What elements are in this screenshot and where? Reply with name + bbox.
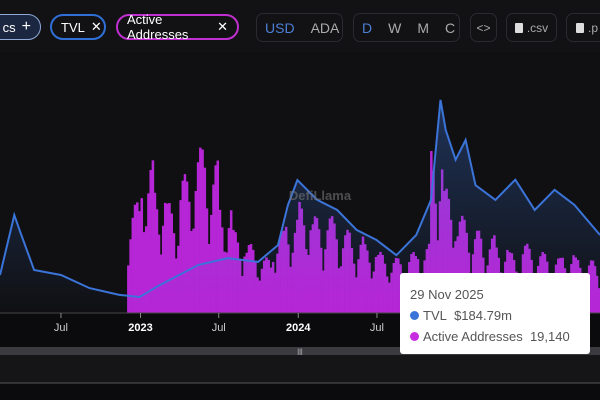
active-addresses-bar [131, 217, 135, 313]
row-value: $184.79m [454, 308, 512, 323]
active-addresses-bar [157, 234, 161, 313]
row-value: 19,140 [529, 329, 570, 344]
active-addresses-bar [172, 233, 176, 313]
tooltip-date: 29 Nov 2025 [410, 287, 484, 302]
file-icon [514, 22, 523, 33]
active-addresses-bar [149, 170, 152, 313]
active-addresses-bar [144, 226, 148, 313]
x-tick-label: 2023 [128, 322, 152, 334]
active-addresses-bar [136, 202, 139, 313]
file-icon [576, 22, 584, 33]
embed-button[interactable]: <> [470, 13, 497, 42]
tooltip: 29 Nov 2025 TVL $184.79m Active Addresse… [400, 273, 590, 354]
active-addresses-bar [168, 203, 171, 313]
add-metric-button[interactable]: cs + [0, 14, 41, 40]
currency-usd[interactable]: USD [265, 19, 295, 36]
download-csv-button[interactable]: .csv [506, 13, 557, 42]
active-addresses-bar [179, 200, 182, 313]
active-addresses-bar [181, 180, 185, 313]
pill-label: Active Addresses [127, 12, 189, 42]
period-m[interactable]: M [417, 19, 430, 36]
metric-pill-active-addresses[interactable]: Active Addresses ✕ [116, 12, 239, 42]
tvl-area [0, 99, 600, 314]
close-icon[interactable]: ✕ [90, 19, 102, 34]
active-addresses-bar [205, 208, 209, 313]
active-addresses-bar [216, 160, 220, 313]
x-tick-label: Jul [212, 322, 226, 334]
active-addresses-bar [127, 265, 130, 313]
x-tick-label: 2024 [286, 322, 311, 334]
toolbar: cs + TVL ✕ Active Addresses ✕ USD ADA D … [0, 0, 600, 52]
active-addresses-bar [212, 184, 215, 313]
period-c[interactable]: C [445, 19, 456, 36]
watermark: DefiLlama [289, 188, 352, 203]
active-addresses-bar [142, 232, 146, 313]
addresses-dot-icon [410, 332, 419, 341]
active-addresses-bar [163, 202, 167, 313]
currency-toggle: USD ADA [256, 13, 343, 42]
active-addresses-bar [147, 193, 150, 313]
slider-handle-icon[interactable]: ||| [297, 349, 303, 356]
tvl-dot-icon [410, 311, 419, 320]
active-addresses-bar [161, 225, 165, 313]
metrics-label: cs [2, 19, 16, 35]
active-addresses-bar [140, 198, 144, 313]
active-addresses-bar [155, 209, 159, 313]
x-tick-label: Jul [370, 322, 384, 334]
active-addresses-bar [183, 174, 187, 313]
chart[interactable]: Jul 2023 Jul 2024 Jul DefiLlama ||| [0, 52, 600, 400]
active-addresses-bar [199, 147, 202, 313]
range-slider[interactable] [0, 347, 600, 355]
csv-label: .csv [526, 20, 549, 35]
code-icon: <> [476, 20, 491, 35]
plus-icon: + [21, 18, 31, 35]
period-w[interactable]: W [388, 19, 402, 36]
active-addresses-bar [203, 167, 207, 313]
active-addresses-bar [153, 192, 157, 313]
period-toggle: D W M C [353, 13, 460, 42]
active-addresses-bar [129, 239, 132, 313]
currency-ada[interactable]: ADA [310, 19, 340, 36]
active-addresses-bar [138, 211, 141, 313]
tvl-line [0, 99, 600, 299]
active-addresses-bar [185, 181, 189, 313]
close-icon[interactable]: ✕ [217, 19, 228, 34]
active-addresses-bar [133, 204, 137, 313]
brush-area[interactable] [0, 355, 600, 383]
active-addresses-bar [151, 160, 155, 313]
active-addresses-bar [170, 213, 173, 313]
tooltip-row-active-addresses: Active Addresses 19,140 [410, 326, 580, 347]
metric-pill-tvl[interactable]: TVL ✕ [50, 14, 106, 40]
active-addresses-bar [214, 165, 217, 313]
active-addresses-bar [201, 149, 204, 313]
row-name: Active Addresses [423, 329, 523, 344]
download-png-button[interactable]: .p [566, 13, 600, 42]
active-addresses-bar [188, 201, 191, 313]
pill-label: TVL [61, 19, 85, 35]
active-addresses-bar [196, 162, 200, 313]
x-tick-label: Jul [54, 322, 68, 334]
period-d[interactable]: D [362, 19, 373, 36]
active-addresses-bar [194, 190, 198, 313]
tooltip-row-tvl: TVL $184.79m [410, 305, 580, 326]
png-label: .p [588, 20, 599, 35]
row-name: TVL [423, 308, 447, 323]
active-addresses-bar [165, 203, 169, 313]
